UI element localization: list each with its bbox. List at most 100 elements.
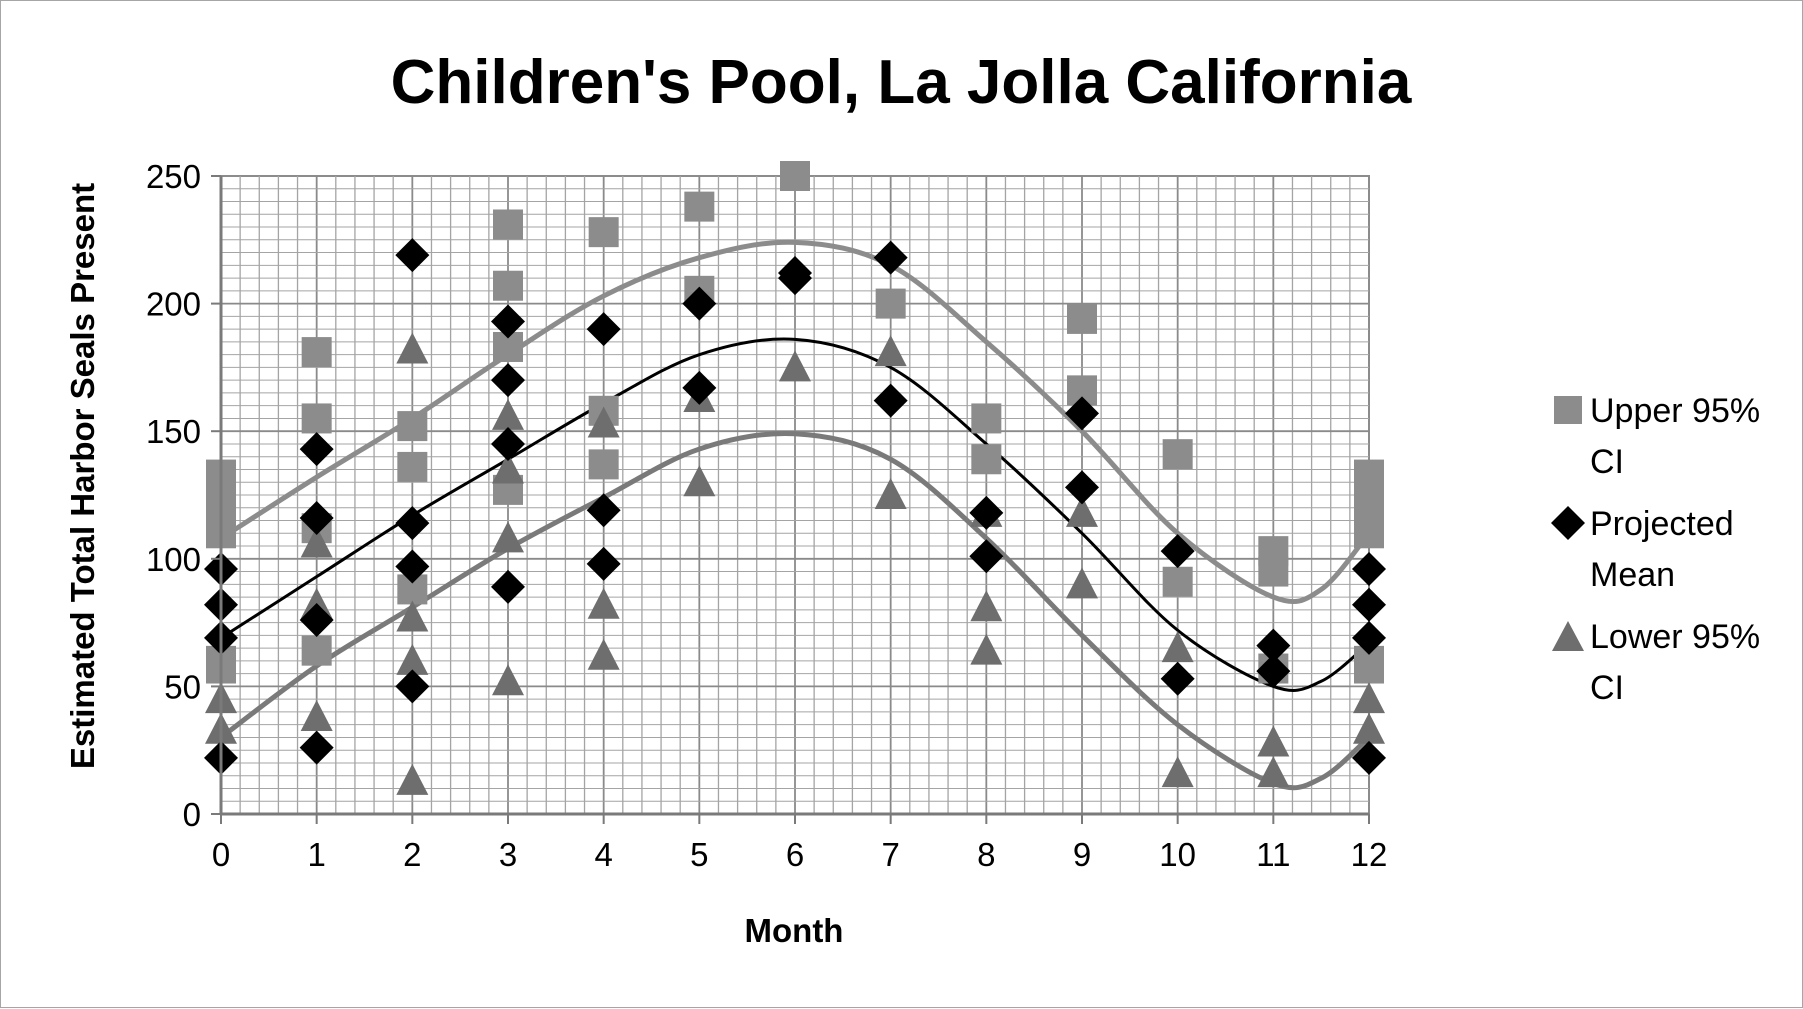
x-tick-label: 7 [881,836,899,873]
data-point-lower-95-ci [1161,631,1194,663]
data-point-upper-95-ci [301,403,332,434]
data-point-projected-mean [586,312,621,347]
data-point-upper-95-ci [971,444,1002,475]
chart-title: Children's Pool, La Jolla California [391,48,1412,117]
data-point-lower-95-ci [683,465,716,497]
x-tick-label: 2 [403,836,421,873]
x-tick-label: 6 [786,836,804,873]
data-point-lower-95-ci [874,478,907,509]
legend-marker-projected-mean [1551,506,1585,540]
x-axis-title: Month [745,912,844,949]
legend-label-upper-ci-line1: Upper 95% [1590,392,1760,430]
data-point-projected-mean [586,546,621,581]
data-point-upper-95-ci [1258,556,1289,587]
data-point-lower-95-ci [1353,682,1385,714]
y-tick-label: 250 [146,158,201,195]
x-tick-label: 8 [977,836,995,873]
x-tick-label: 9 [1073,836,1091,873]
data-point-upper-95-ci [588,217,619,248]
data-point-projected-mean [395,669,430,704]
legend-label-lower-ci-line1: Lower 95% [1590,618,1760,656]
data-point-projected-mean [1256,628,1291,663]
y-axis-title: Estimated Total Harbor Seals Present [64,183,101,769]
data-point-lower-95-ci [1257,756,1290,788]
data-point-upper-95-ci [971,403,1002,434]
data-point-projected-mean [491,304,525,339]
data-point-upper-95-ci [1067,303,1097,334]
data-point-projected-mean [1065,470,1099,505]
data-point-upper-95-ci [301,635,332,666]
data-point-upper-95-ci [301,337,332,368]
data-point-upper-95-ci [1162,566,1193,597]
data-point-projected-mean [1160,661,1195,696]
data-point-projected-mean [969,495,1004,530]
data-point-lower-95-ci [492,664,524,696]
data-point-lower-95-ci [874,335,907,367]
data-point-lower-95-ci [587,587,620,619]
data-point-projected-mean [299,432,334,467]
x-tick-label: 5 [690,836,708,873]
data-point-projected-mean [873,240,908,275]
legend-item-lower-ci: Lower 95% CI [1552,618,1760,707]
data-point-projected-mean [299,730,334,765]
legend-marker-lower-ci [1552,621,1584,651]
data-point-lower-95-ci [1066,567,1098,599]
series-projected-mean [204,238,1386,775]
data-point-lower-95-ci [1066,495,1098,527]
x-tick-label: 3 [499,836,517,873]
data-point-projected-mean [682,286,717,321]
data-point-upper-95-ci [397,451,428,482]
data-point-lower-95-ci [970,633,1003,665]
x-tick-label: 11 [1256,836,1290,873]
data-point-upper-95-ci [684,191,715,222]
data-point-upper-95-ci [397,411,428,442]
data-point-lower-95-ci [396,332,429,364]
data-point-projected-mean [682,370,717,405]
legend-label-lower-ci-line2: CI [1590,669,1624,707]
data-point-projected-mean [1352,740,1386,775]
data-point-projected-mean [299,603,334,638]
data-point-upper-95-ci [1354,518,1384,549]
y-tick-label: 100 [146,541,201,578]
data-point-projected-mean [491,426,525,461]
data-point-upper-95-ci [493,209,523,240]
data-point-lower-95-ci [1353,712,1385,744]
data-point-lower-95-ci [1161,756,1194,788]
data-point-projected-mean [491,569,525,604]
data-point-lower-95-ci [587,406,620,438]
data-point-projected-mean [1256,654,1291,689]
data-point-lower-95-ci [492,452,524,484]
data-point-upper-95-ci [875,288,906,319]
legend: Upper 95% CI Projected Mean Lower 95% CI [1551,392,1760,707]
data-point-lower-95-ci [970,590,1003,622]
data-point-lower-95-ci [396,763,429,795]
y-tick-label: 150 [146,413,201,450]
data-point-upper-95-ci [1354,653,1384,684]
data-point-projected-mean [586,493,621,528]
data-point-lower-95-ci [492,398,524,430]
x-tick-label: 1 [307,836,325,873]
data-point-lower-95-ci [300,526,333,558]
data-point-projected-mean [873,383,908,418]
y-tick-label: 0 [183,796,201,833]
data-point-projected-mean [491,363,525,398]
data-point-projected-mean [299,500,334,535]
x-tick-label: 12 [1351,836,1388,873]
legend-marker-upper-ci [1554,396,1582,424]
data-point-lower-95-ci [779,350,811,382]
data-point-lower-95-ci [396,600,429,632]
data-point-upper-95-ci [588,449,619,480]
data-point-lower-95-ci [1257,725,1290,757]
data-point-upper-95-ci [1162,439,1193,470]
data-point-projected-mean [1352,587,1386,622]
y-tick-label: 50 [164,668,201,705]
data-point-lower-95-ci [396,643,429,675]
legend-item-projected-mean: Projected Mean [1551,505,1734,594]
data-point-projected-mean [1352,620,1386,655]
data-point-projected-mean [395,238,430,273]
data-point-upper-95-ci [780,161,810,191]
data-point-projected-mean [395,549,430,584]
